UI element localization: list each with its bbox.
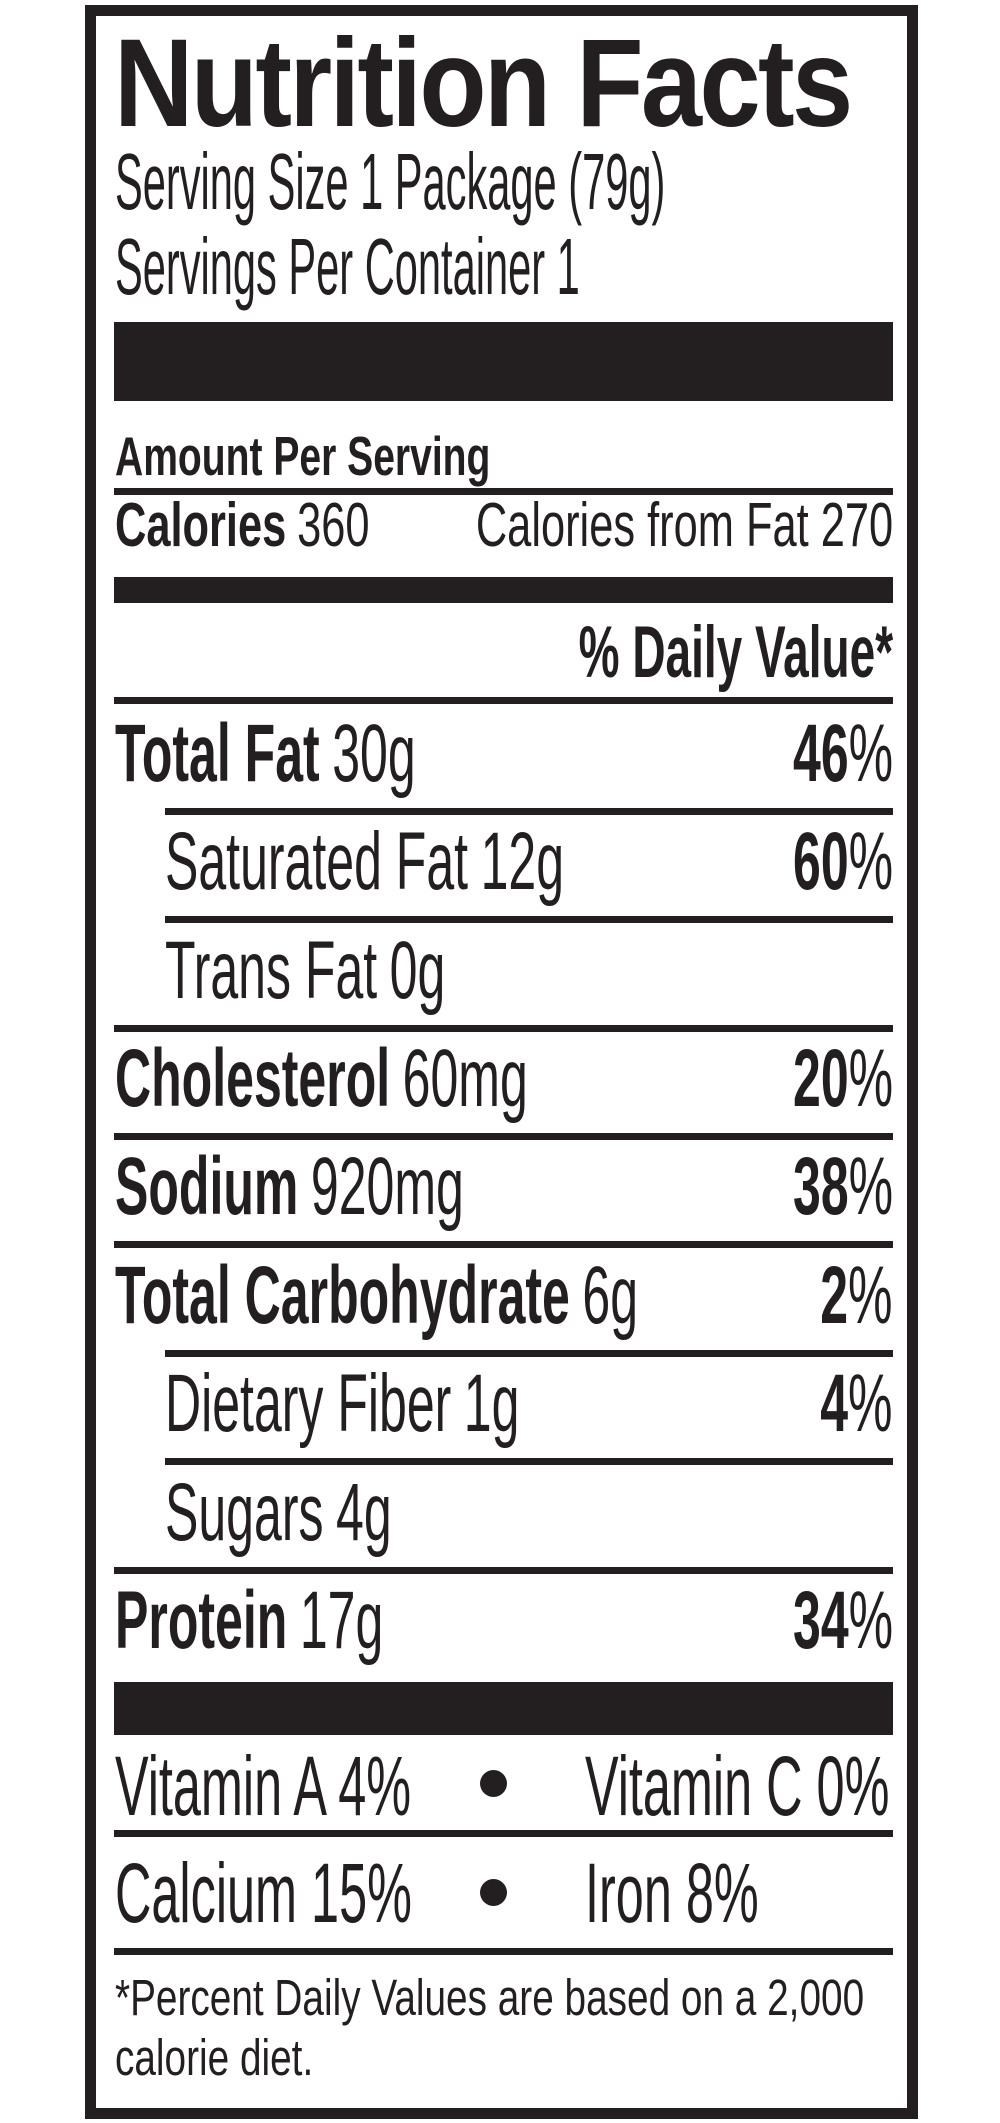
- nutrient-amount: 1g: [463, 1358, 520, 1449]
- separator-rule-indented: [165, 1458, 893, 1465]
- thick-separator-bar-calories: [114, 577, 893, 603]
- nutrient-name: Total Fat: [115, 708, 320, 799]
- nutrient-amount: 60mg: [402, 1033, 528, 1124]
- bullet-separator-icon: [480, 1770, 507, 1797]
- nutrient-name: Total Carbohydrate: [115, 1250, 570, 1341]
- separator-rule: [114, 1241, 893, 1248]
- thick-separator-bar-top: [114, 322, 893, 401]
- separator-rule-dv: [114, 697, 893, 704]
- nutrient-dv-total-carbohydrate: 2%: [820, 1250, 893, 1341]
- calories-from-fat: Calories from Fat 270: [475, 491, 893, 560]
- nutrient-name: Sugars: [165, 1467, 324, 1558]
- serving-size-line: Serving Size 1 Package (79g): [115, 137, 666, 226]
- iron-value: Iron 8%: [585, 1846, 759, 1940]
- page-title-text: Nutrition Facts: [114, 14, 853, 153]
- footnote-line-2: calorie diet.: [115, 2029, 314, 2086]
- separator-rule-indented: [165, 1350, 893, 1357]
- calories-row-left: Calories 360: [115, 495, 479, 557]
- servings-per-container-line: Servings Per Container 1: [115, 222, 580, 311]
- page-title: Nutrition Facts: [114, 21, 951, 146]
- separator-rule: [114, 1567, 893, 1574]
- nutrient-amount: 920mg: [310, 1141, 464, 1232]
- nutrient-row-total-carbohydrate: Total Carbohydrate 6g: [115, 1255, 972, 1337]
- calcium-value: Calcium 15%: [115, 1846, 412, 1940]
- separator-rule: [114, 1948, 893, 1955]
- calories-label: Calories: [115, 491, 287, 560]
- nutrient-row-trans-fat: Trans Fat 0g: [165, 930, 625, 1012]
- separator-rule: [114, 1133, 893, 1140]
- amount-per-serving-heading: Amount Per Serving: [115, 425, 491, 487]
- calories-value: 360: [297, 491, 370, 560]
- nutrient-dv-dietary-fiber: 4%: [820, 1358, 893, 1449]
- thick-separator-bar-vitamins: [114, 1682, 893, 1735]
- nutrient-dv-cholesterol: 20%: [792, 1033, 893, 1124]
- nutrient-name: Sodium: [115, 1141, 299, 1232]
- nutrient-name: Protein: [115, 1575, 288, 1666]
- bullet-separator-icon: [480, 1879, 507, 1906]
- separator-rule: [114, 1025, 893, 1032]
- vitamin-a-value: Vitamin A 4%: [115, 1739, 412, 1833]
- nutrient-name: Dietary Fiber: [165, 1358, 452, 1449]
- nutrient-name: Cholesterol: [115, 1033, 391, 1124]
- nutrient-amount: 17g: [299, 1575, 384, 1666]
- vitamin-c-value: Vitamin C 0%: [585, 1739, 890, 1833]
- separator-rule-indented: [165, 916, 893, 923]
- footnote-line-1: *Percent Daily Values are based on a 2,0…: [115, 1969, 865, 2026]
- nutrient-amount: 0g: [389, 925, 446, 1016]
- nutrient-amount: 6g: [582, 1250, 639, 1341]
- nutrient-row-dietary-fiber: Dietary Fiber 1g: [165, 1363, 746, 1445]
- nutrient-row-cholesterol: Cholesterol 60mg: [115, 1038, 792, 1120]
- nutrient-amount: 30g: [332, 708, 416, 799]
- nutrient-row-sugars: Sugars 4g: [165, 1472, 537, 1554]
- daily-value-header: % Daily Value*: [578, 612, 893, 693]
- separator-rule-indented: [165, 808, 893, 815]
- nutrient-dv-protein: 34%: [792, 1575, 893, 1666]
- nutrient-amount: 12g: [480, 816, 565, 907]
- separator-rule: [114, 1830, 893, 1837]
- nutrient-dv-total-fat: 46%: [792, 708, 893, 799]
- nutrient-amount: 4g: [336, 1467, 392, 1558]
- nutrient-name: Trans Fat: [165, 925, 378, 1016]
- nutrient-row-protein: Protein 17g: [115, 1580, 555, 1662]
- nutrient-dv-saturated-fat: 60%: [792, 816, 893, 907]
- separator-rule-amount: [114, 488, 893, 495]
- nutrient-row-sodium: Sodium 920mg: [115, 1146, 687, 1228]
- nutrient-row-total-fat: Total Fat 30g: [115, 713, 608, 795]
- nutrient-dv-sodium: 38%: [792, 1141, 893, 1232]
- nutrient-name: Saturated Fat: [165, 816, 469, 907]
- nutrient-row-saturated-fat: Saturated Fat 12g: [165, 821, 819, 903]
